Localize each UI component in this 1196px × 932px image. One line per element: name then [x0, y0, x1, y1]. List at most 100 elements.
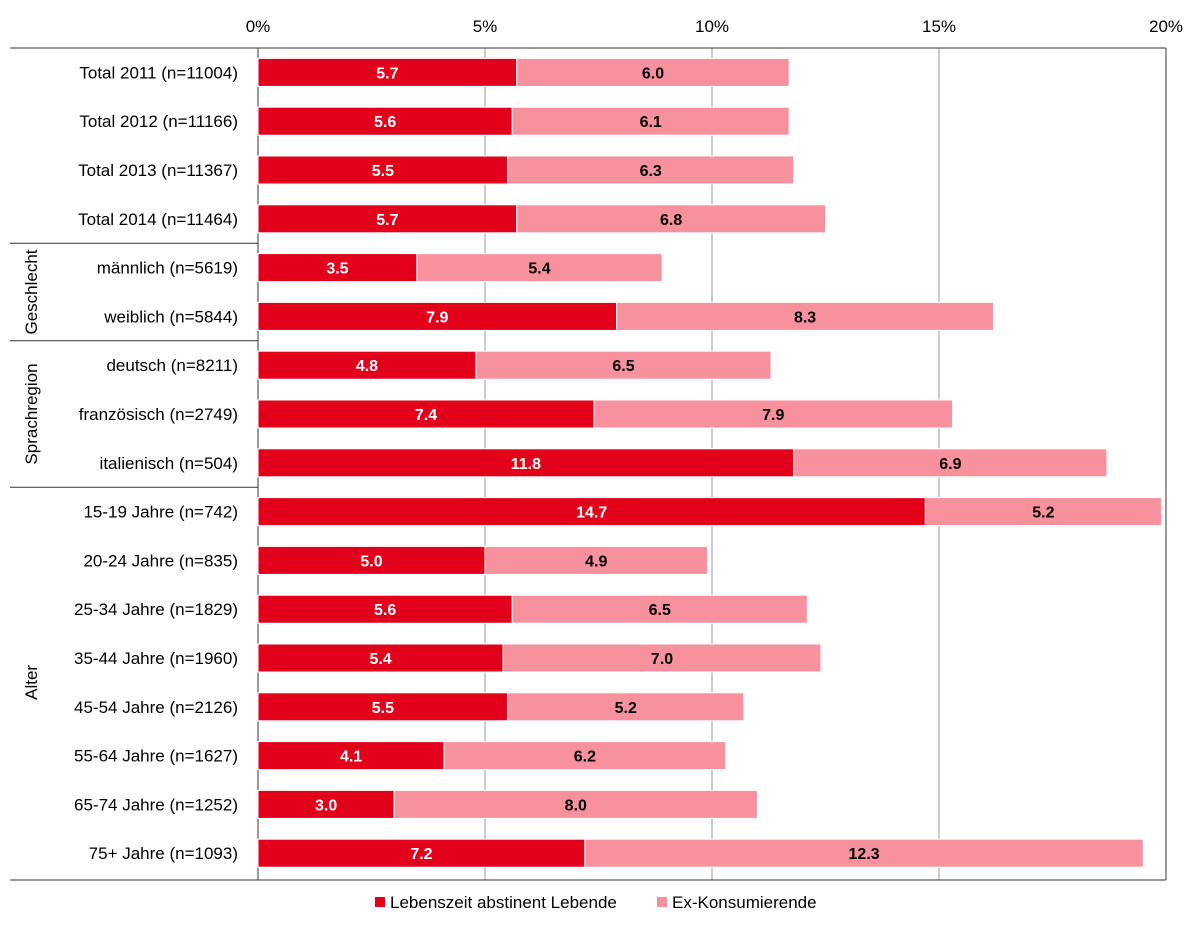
- bar-segment: [257, 350, 477, 380]
- data-label: 5.2: [1032, 505, 1054, 522]
- bar-segment: [924, 497, 1162, 527]
- bar-segment: [257, 692, 509, 722]
- category-label: deutsch (n=8211): [106, 356, 238, 375]
- data-label: 11.8: [511, 456, 541, 473]
- bar-segment: [584, 838, 1144, 868]
- legend-swatch: [375, 897, 385, 907]
- data-label: 5.5: [372, 700, 394, 717]
- bar-segment: [257, 155, 509, 185]
- x-tick-label: 5%: [473, 17, 498, 36]
- category-labels: Total 2011 (n=11004) Total 2012 (n=11166)…: [74, 63, 238, 863]
- bar-segment: [257, 399, 595, 429]
- data-label: 14.7: [576, 505, 607, 522]
- category-label: 55-64 Jahre (n=1627): [74, 747, 238, 766]
- bar-segment: [793, 448, 1108, 478]
- bar-segment: [257, 838, 586, 868]
- data-label: 5.4: [369, 651, 391, 668]
- bar-segment: [593, 399, 954, 429]
- bar-segment: [511, 106, 790, 136]
- group-label: Alter: [22, 665, 41, 700]
- data-label: 3.5: [326, 261, 348, 278]
- data-label: 5.7: [376, 212, 398, 229]
- bar-segment: [257, 741, 445, 771]
- category-label: Total 2014 (n=11464): [78, 210, 238, 229]
- data-label: 5.6: [374, 114, 396, 131]
- x-axis-ticks: 0% 5% 10% 15% 20%: [246, 17, 1183, 36]
- category-label: 45-54 Jahre (n=2126): [74, 698, 238, 717]
- bar-segment: [257, 253, 418, 283]
- category-label: Total 2011 (n=11004): [79, 63, 238, 82]
- data-label: 5.0: [360, 553, 382, 570]
- bar-segment: [257, 448, 795, 478]
- bar-segment: [443, 741, 727, 771]
- category-label: 65-74 Jahre (n=1252): [74, 795, 238, 814]
- bar-segment: [257, 57, 518, 87]
- x-tick-label: 10%: [695, 17, 729, 36]
- data-label: 5.2: [615, 700, 637, 717]
- category-label: Total 2013 (n=11367): [78, 161, 238, 180]
- data-label: 8.0: [565, 797, 587, 814]
- group-label: Sprachregion: [22, 363, 41, 464]
- bar-segment: [393, 789, 758, 819]
- bar-segment: [507, 692, 745, 722]
- data-label: 6.3: [640, 163, 662, 180]
- data-label: 7.0: [651, 651, 673, 668]
- x-tick-label: 15%: [922, 17, 956, 36]
- group-labels: Geschlecht Sprachregion Alter: [22, 249, 41, 700]
- data-label: 6.9: [939, 456, 961, 473]
- category-label: französisch (n=2749): [79, 405, 238, 424]
- data-label: 6.0: [642, 65, 664, 82]
- data-label: 3.0: [315, 797, 337, 814]
- bar-segment: [484, 545, 708, 575]
- bar-segment: [257, 643, 504, 673]
- category-label: 20-24 Jahre (n=835): [83, 551, 238, 570]
- legend-label: Ex-Konsumierende: [672, 893, 817, 912]
- bar-segment: [416, 253, 663, 283]
- data-label: 6.5: [612, 358, 634, 375]
- bar-segment: [257, 301, 618, 331]
- category-label: 25-34 Jahre (n=1829): [74, 600, 238, 619]
- data-label: 8.3: [794, 309, 816, 326]
- bar-segment: [257, 789, 395, 819]
- group-label: Geschlecht: [22, 249, 41, 334]
- data-label: 5.5: [372, 163, 394, 180]
- legend: Lebenszeit abstinent Lebende Ex-Konsumier…: [375, 893, 817, 912]
- data-label: 7.2: [410, 846, 432, 863]
- data-label: 7.9: [762, 407, 784, 424]
- category-label: 15-19 Jahre (n=742): [83, 503, 238, 522]
- data-label: 5.4: [528, 261, 550, 278]
- category-label: italienisch (n=504): [100, 454, 238, 473]
- bars: 5.7 6.0 5.6 6.1 5.5 6.3 5.7 6.8 3.5 5.4 7.9 8.3 4.8 6…: [257, 57, 1162, 868]
- legend-label: Lebenszeit abstinent Lebende: [390, 893, 617, 912]
- bar-segment: [257, 594, 513, 624]
- bar-segment: [257, 545, 486, 575]
- category-label: Total 2012 (n=11166): [79, 112, 238, 131]
- bar-segment: [511, 594, 808, 624]
- data-label: 6.2: [574, 749, 596, 766]
- bar-segment: [475, 350, 772, 380]
- bar-segment: [616, 301, 994, 331]
- data-label: 4.8: [356, 358, 378, 375]
- data-label: 6.8: [660, 212, 682, 229]
- category-label: männlich (n=5619): [97, 259, 238, 278]
- legend-swatch: [657, 897, 667, 907]
- data-label: 5.6: [374, 602, 396, 619]
- category-label: 75+ Jahre (n=1093): [89, 844, 238, 863]
- bar-segment: [516, 57, 790, 87]
- data-label: 4.9: [585, 553, 607, 570]
- bar-segment: [507, 155, 795, 185]
- data-label: 6.1: [640, 114, 662, 131]
- data-label: 5.7: [376, 65, 398, 82]
- bar-segment: [516, 204, 827, 234]
- data-label: 4.1: [340, 749, 362, 766]
- bar-segment: [257, 497, 926, 527]
- x-tick-label: 20%: [1149, 17, 1183, 36]
- bar-segment: [502, 643, 822, 673]
- data-label: 6.5: [649, 602, 671, 619]
- category-label: 35-44 Jahre (n=1960): [74, 649, 238, 668]
- data-label: 7.4: [415, 407, 437, 424]
- category-label: weiblich (n=5844): [103, 307, 238, 326]
- x-tick-label: 0%: [246, 17, 271, 36]
- data-label: 7.9: [426, 309, 448, 326]
